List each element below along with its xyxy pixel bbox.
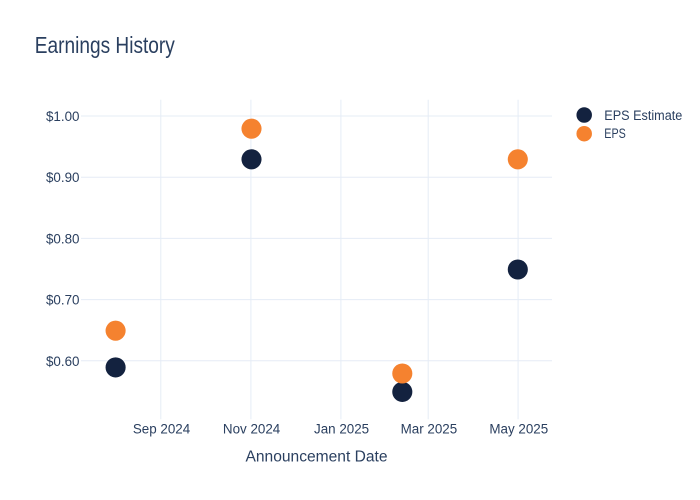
svg-text:Earnings History: Earnings History <box>35 32 175 58</box>
svg-text:$0.60: $0.60 <box>46 354 80 369</box>
svg-text:EPS: EPS <box>604 126 626 141</box>
svg-text:Sep 2024: Sep 2024 <box>133 421 191 436</box>
svg-text:Mar 2025: Mar 2025 <box>401 421 458 436</box>
svg-text:$1.00: $1.00 <box>46 109 80 124</box>
svg-text:Jan 2025: Jan 2025 <box>314 421 369 436</box>
svg-text:EPS Estimate: EPS Estimate <box>604 108 682 123</box>
svg-text:Nov 2024: Nov 2024 <box>223 421 281 436</box>
svg-text:$0.80: $0.80 <box>46 231 80 246</box>
svg-text:$0.90: $0.90 <box>46 170 80 185</box>
svg-text:Announcement Date: Announcement Date <box>246 448 388 465</box>
svg-text:May 2025: May 2025 <box>489 421 548 436</box>
svg-text:$0.70: $0.70 <box>46 293 80 308</box>
